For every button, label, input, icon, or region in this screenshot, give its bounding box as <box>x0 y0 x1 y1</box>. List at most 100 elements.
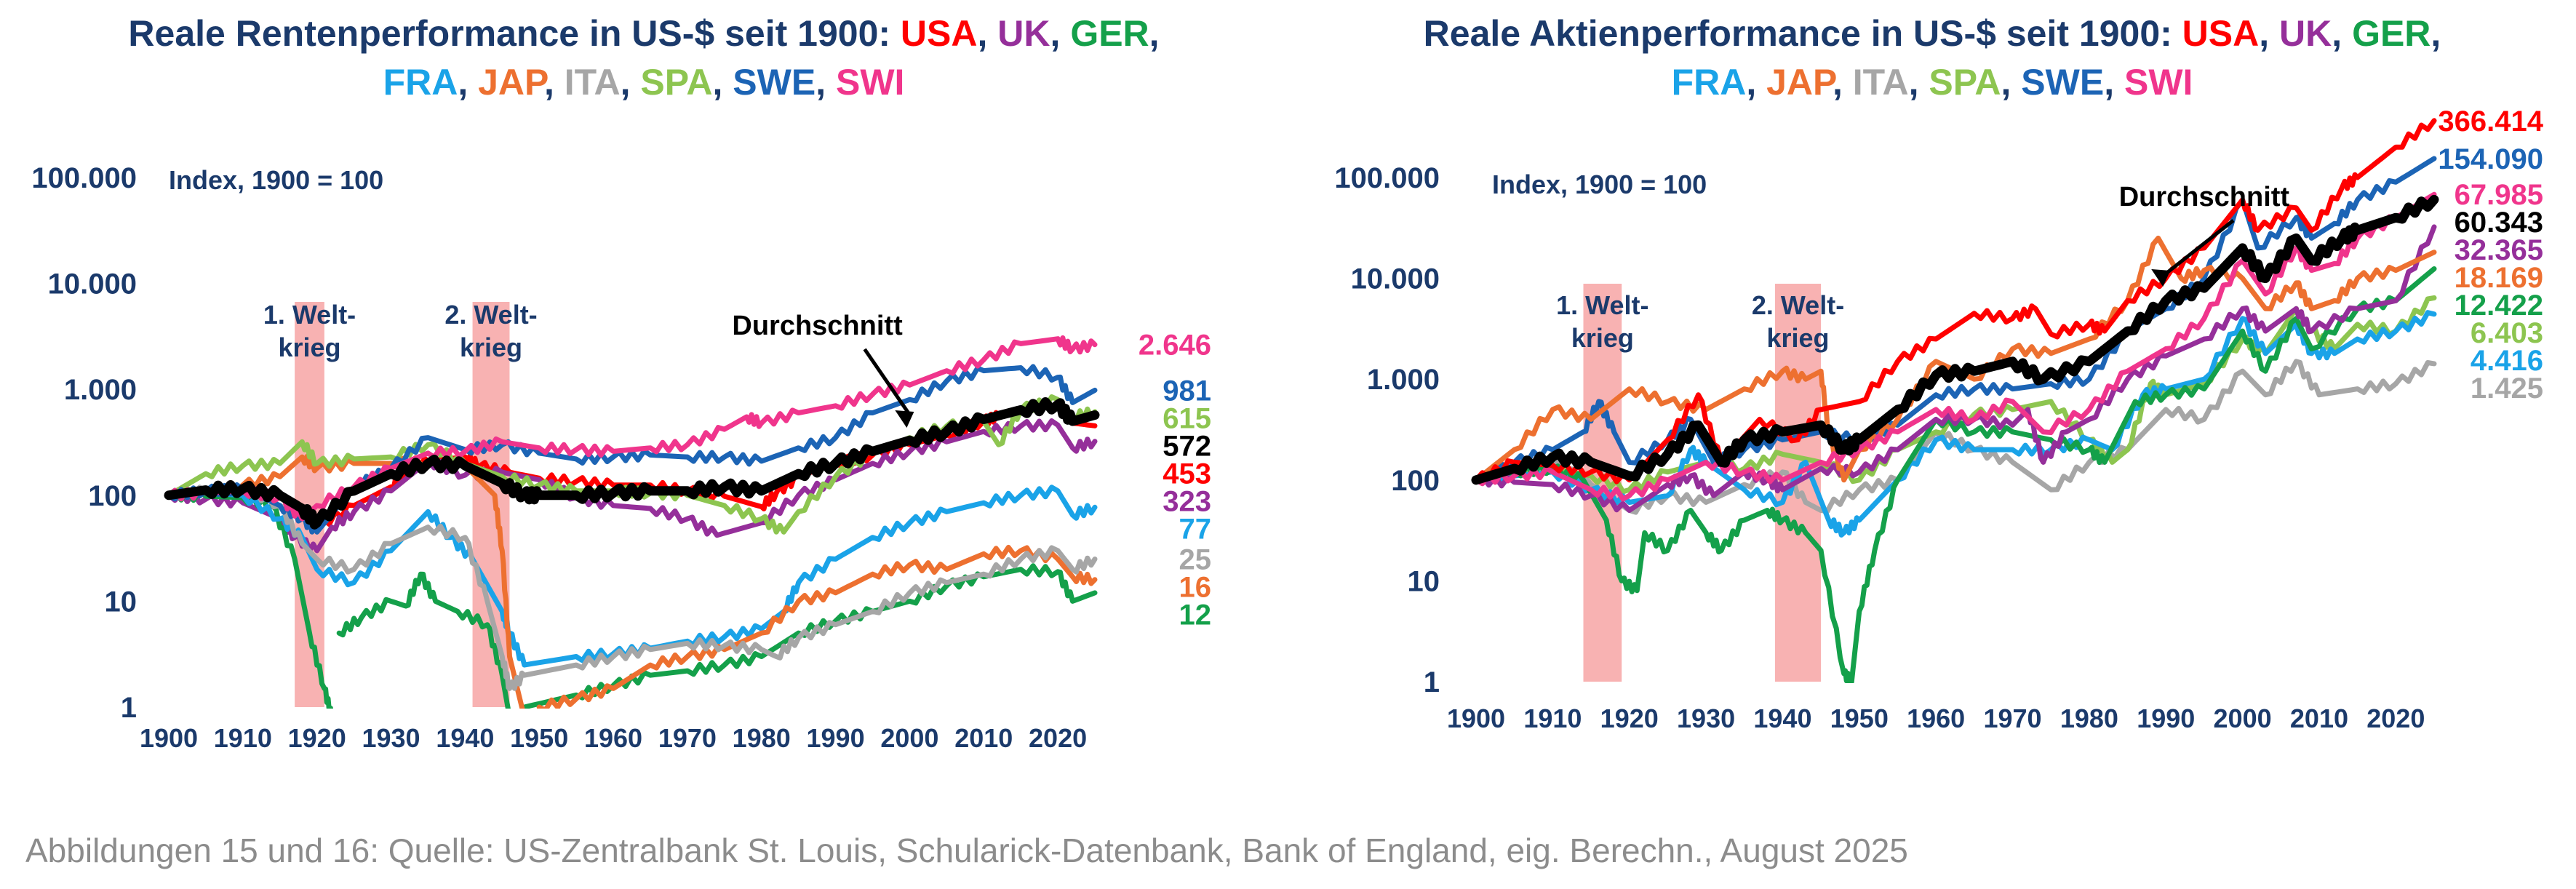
war-period-label: krieg <box>278 332 340 362</box>
stock-performance-chart: Reale Aktienperformance in US-$ seit 190… <box>1334 13 2543 733</box>
title-separator: , <box>2259 13 2279 54</box>
annotation-durchschnitt: Durchschnitt <box>732 311 903 341</box>
end-value-label-fra: 4.416 <box>2471 345 2543 377</box>
end-value-label-swe: 981 <box>1163 375 1211 407</box>
x-tick-label: 1940 <box>1753 703 1811 733</box>
title-country-swe: SWE <box>2021 62 2104 103</box>
x-tick-label: 1960 <box>1907 703 1965 733</box>
series-line-ger_mid <box>336 571 511 709</box>
y-tick-label: 10.000 <box>1351 263 1440 295</box>
title-country-usa: USA <box>901 13 978 54</box>
y-tick-label: 10.000 <box>48 268 137 300</box>
title-separator: , <box>2104 62 2124 103</box>
title-separator: , <box>1909 62 1929 103</box>
series-line-usa <box>1473 118 2437 485</box>
war-period-label: krieg <box>460 332 522 362</box>
annotation-arrow-line <box>2164 219 2235 275</box>
war-period-label: krieg <box>1766 323 1829 353</box>
end-value-label-ita: 25 <box>1179 543 1212 575</box>
series-line-ita <box>166 484 1098 691</box>
title-separator: , <box>544 62 565 103</box>
x-tick-label: 1980 <box>733 723 791 753</box>
chart-subtitle: Index, 1900 = 100 <box>169 165 383 195</box>
x-tick-label: 1960 <box>584 723 642 753</box>
title-separator: , <box>816 62 836 103</box>
series-line-ger_post <box>522 563 1098 709</box>
end-value-label-spa: 615 <box>1163 402 1211 434</box>
end-value-label-jap: 16 <box>1179 571 1212 603</box>
end-value-label-swe: 154.090 <box>2438 143 2543 175</box>
title-country-ita: ITA <box>565 62 621 103</box>
y-tick-label: 100.000 <box>31 162 137 194</box>
chart-title-line1: Reale Aktienperformance in US-$ seit 190… <box>1424 13 2441 54</box>
title-country-swi: SWI <box>2124 62 2193 103</box>
title-separator: , <box>2332 13 2352 54</box>
title-country-ger: GER <box>2352 13 2431 54</box>
series-group <box>164 335 1100 709</box>
war-period-label: 1. Welt- <box>1556 290 1648 320</box>
title-country-swe: SWE <box>733 62 816 103</box>
title-separator: , <box>713 62 733 103</box>
end-value-label-uk: 32.365 <box>2455 234 2543 266</box>
chart-title-prefix: Reale Rentenperformance in US-$ seit 190… <box>128 13 901 54</box>
y-tick-label: 1.000 <box>1367 364 1440 396</box>
series-line-ger <box>1473 266 2437 683</box>
end-value-label-spa: 6.403 <box>2471 317 2543 349</box>
end-value-label-ger: 12 <box>1179 599 1212 631</box>
y-tick-label: 1.000 <box>64 374 137 406</box>
title-country-fra: FRA <box>383 62 458 103</box>
x-tick-label: 2020 <box>2366 703 2425 733</box>
x-tick-label: 1900 <box>1447 703 1505 733</box>
x-tick-label: 1980 <box>2060 703 2118 733</box>
series-line-durchschnitt <box>1471 194 2439 485</box>
y-tick-label: 100 <box>1391 465 1440 497</box>
title-country-spa: SPA <box>1929 62 2001 103</box>
stock-chart-panel: Reale Aktienperformance in US-$ seit 190… <box>1288 0 2576 815</box>
end-value-label-usa: 453 <box>1163 458 1211 490</box>
end-value-label-swi: 2.646 <box>1139 330 1211 362</box>
bond-performance-chart: Reale Rentenperformance in US-$ seit 190… <box>31 13 1212 753</box>
x-tick-label: 1910 <box>214 723 272 753</box>
series-group <box>1471 118 2439 683</box>
chart-subtitle: Index, 1900 = 100 <box>1492 170 1707 199</box>
title-separator: , <box>621 62 641 103</box>
war-period-label: krieg <box>1571 323 1634 353</box>
x-tick-label: 1970 <box>658 723 717 753</box>
x-tick-label: 1940 <box>436 723 494 753</box>
war-period-label: 2. Welt- <box>444 300 537 330</box>
source-note: Abbildungen 15 und 16: Quelle: US-Zentra… <box>25 832 1908 869</box>
x-tick-label: 2000 <box>880 723 938 753</box>
title-country-spa: SPA <box>640 62 712 103</box>
annotation-arrow-head <box>895 410 914 428</box>
end-value-label-durchschnitt: 60.343 <box>2455 207 2543 239</box>
title-country-fra: FRA <box>1672 62 1747 103</box>
annotation-arrow-head <box>2151 269 2171 287</box>
chart-title-line2: FRA, JAP, ITA, SPA, SWE, SWI <box>383 62 905 103</box>
title-separator: , <box>1050 13 1071 54</box>
title-country-usa: USA <box>2182 13 2260 54</box>
x-tick-label: 1920 <box>288 723 346 753</box>
series-line-swe <box>1473 156 2437 485</box>
title-separator: , <box>1149 13 1160 54</box>
x-tick-label: 1930 <box>362 723 420 753</box>
y-tick-label: 10 <box>1408 565 1440 597</box>
title-separator: , <box>1746 62 1766 103</box>
bond-chart-panel: Reale Rentenperformance in US-$ seit 190… <box>0 0 1288 815</box>
title-country-swi: SWI <box>836 62 904 103</box>
y-tick-label: 100.000 <box>1334 162 1440 194</box>
x-tick-label: 1950 <box>1830 703 1889 733</box>
x-tick-label: 1930 <box>1677 703 1735 733</box>
end-value-label-durchschnitt: 572 <box>1163 430 1211 462</box>
title-separator: , <box>2001 62 2022 103</box>
war-period-label: 1. Welt- <box>263 300 356 330</box>
title-country-jap: JAP <box>1766 62 1836 103</box>
end-value-label-ita: 1.425 <box>2471 372 2543 404</box>
title-country-uk: UK <box>2279 13 2332 54</box>
y-tick-label: 10 <box>105 586 137 618</box>
x-tick-label: 2010 <box>954 723 1013 753</box>
war-period-label: 2. Welt- <box>1752 290 1844 320</box>
title-separator: , <box>2431 13 2441 54</box>
end-value-label-ger: 12.422 <box>2455 290 2543 322</box>
end-value-label-jap: 18.169 <box>2455 262 2543 294</box>
annotation-durchschnitt: Durchschnitt <box>2119 182 2290 212</box>
